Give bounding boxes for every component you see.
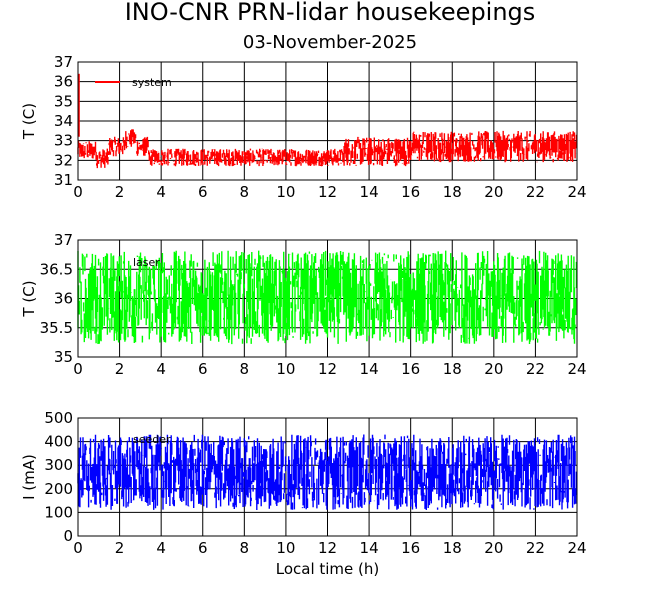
y-tick-label: 37 bbox=[54, 53, 73, 71]
y-tick-label: 33 bbox=[54, 132, 73, 150]
x-tick-label: 16 bbox=[401, 539, 420, 557]
x-tick-label: 4 bbox=[156, 183, 166, 201]
y-tick-label: 36.5 bbox=[40, 260, 73, 278]
x-tick-label: 24 bbox=[567, 539, 586, 557]
y-tick-label: 36 bbox=[54, 290, 73, 308]
system-temperature-panel: 0 2 4 6 8 10 12 14 16 18 20 22 2431323334353637syste… bbox=[20, 53, 587, 201]
x-tick-label: 24 bbox=[567, 360, 586, 378]
x-tick-label: 10 bbox=[276, 539, 295, 557]
x-tick-label: 0 bbox=[73, 183, 83, 201]
y-tick-label: 35 bbox=[54, 348, 73, 366]
x-tick-label: 22 bbox=[526, 360, 545, 378]
y-tick-label: 35.5 bbox=[40, 319, 73, 337]
y-axis-label: T (C) bbox=[20, 103, 38, 140]
y-tick-label: 0 bbox=[63, 527, 73, 545]
x-tick-label: 0 bbox=[73, 539, 83, 557]
x-tick-label: 2 bbox=[115, 539, 125, 557]
y-tick-label: 32 bbox=[54, 151, 73, 169]
x-tick-label: 12 bbox=[318, 360, 337, 378]
y-tick-label: 100 bbox=[44, 503, 73, 521]
x-tick-label: 10 bbox=[276, 183, 295, 201]
y-tick-label: 31 bbox=[54, 171, 73, 189]
x-tick-label: 4 bbox=[156, 539, 166, 557]
x-tick-label: 16 bbox=[401, 183, 420, 201]
plot-frame bbox=[77, 417, 578, 537]
x-tick-label: 12 bbox=[318, 183, 337, 201]
x-tick-label: 8 bbox=[240, 183, 250, 201]
x-tick-label: 0 bbox=[73, 360, 83, 378]
x-tick-label: 14 bbox=[360, 360, 379, 378]
x-tick-label: 10 bbox=[276, 360, 295, 378]
plot-frame bbox=[77, 239, 578, 358]
figure-subtitle: 03-November-2025 bbox=[243, 32, 417, 53]
legend-label: laser bbox=[133, 256, 160, 269]
x-tick-label: 12 bbox=[318, 539, 337, 557]
x-tick-label: 8 bbox=[240, 539, 250, 557]
legend-label: seeder bbox=[133, 433, 171, 446]
seeder-current-panel: 0 2 4 6 8 10 12 14 16 18 20 22 240100200300400500see… bbox=[20, 409, 587, 578]
legend-label: system bbox=[132, 76, 172, 89]
x-tick-label: 6 bbox=[198, 539, 208, 557]
x-tick-label: 18 bbox=[443, 183, 462, 201]
x-tick-label: 22 bbox=[526, 183, 545, 201]
x-axis-label: Local time (h) bbox=[276, 560, 380, 578]
y-tick-label: 36 bbox=[54, 73, 73, 91]
x-tick-label: 20 bbox=[484, 183, 503, 201]
x-tick-label: 20 bbox=[484, 539, 503, 557]
y-axis-label: I (mA) bbox=[20, 454, 38, 500]
x-tick-label: 2 bbox=[115, 183, 125, 201]
y-tick-label: 200 bbox=[44, 480, 73, 498]
y-axis-label: T (C) bbox=[20, 280, 38, 317]
x-tick-label: 14 bbox=[360, 539, 379, 557]
x-tick-label: 16 bbox=[401, 360, 420, 378]
x-tick-label: 20 bbox=[484, 360, 503, 378]
laser-temperature-panel: 0 2 4 6 8 10 12 14 16 18 20 22 243535.53636.537laser… bbox=[20, 231, 587, 378]
x-tick-label: 18 bbox=[443, 360, 462, 378]
y-tick-label: 37 bbox=[54, 231, 73, 249]
x-tick-label: 6 bbox=[198, 360, 208, 378]
x-tick-label: 14 bbox=[360, 183, 379, 201]
figure-title: INO-CNR PRN-lidar housekeepings bbox=[125, 0, 536, 26]
plot-frame bbox=[77, 61, 578, 181]
y-tick-label: 35 bbox=[54, 92, 73, 110]
y-tick-label: 400 bbox=[44, 433, 73, 451]
y-tick-label: 34 bbox=[54, 112, 73, 130]
x-tick-label: 22 bbox=[526, 539, 545, 557]
y-tick-label: 300 bbox=[44, 456, 73, 474]
x-tick-label: 4 bbox=[156, 360, 166, 378]
x-tick-label: 18 bbox=[443, 539, 462, 557]
x-tick-label: 2 bbox=[115, 360, 125, 378]
x-tick-label: 6 bbox=[198, 183, 208, 201]
x-tick-label: 24 bbox=[567, 183, 586, 201]
x-tick-label: 8 bbox=[240, 360, 250, 378]
y-tick-label: 500 bbox=[44, 409, 73, 427]
